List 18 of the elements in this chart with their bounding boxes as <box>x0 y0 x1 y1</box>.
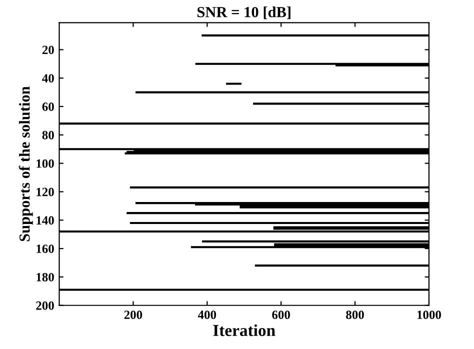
x-tick-label: 600 <box>272 310 290 320</box>
x-tick-label: 200 <box>124 310 142 320</box>
y-tick-label: 20 <box>42 46 54 54</box>
x-tick-label: 400 <box>198 310 216 320</box>
x-axis-title: Iteration <box>213 324 276 336</box>
y-tick-label: 80 <box>42 130 54 140</box>
y-tick-label: 60 <box>42 102 54 111</box>
chart-title: SNR = 10 [dB] <box>197 6 290 20</box>
y-tick-label: 160 <box>36 244 54 254</box>
y-tick-label: 180 <box>36 272 54 282</box>
y-tick-label: 40 <box>42 74 54 83</box>
x-tick-label: 800 <box>346 310 364 320</box>
y-tick-label: 120 <box>36 188 54 196</box>
y-axis-title: Supports of the solution <box>18 86 33 242</box>
y-tick-label: 140 <box>36 216 54 225</box>
y-tick-label: 100 <box>36 159 54 168</box>
y-tick-label: 200 <box>36 301 54 310</box>
x-tick-label: 1000 <box>417 310 441 320</box>
